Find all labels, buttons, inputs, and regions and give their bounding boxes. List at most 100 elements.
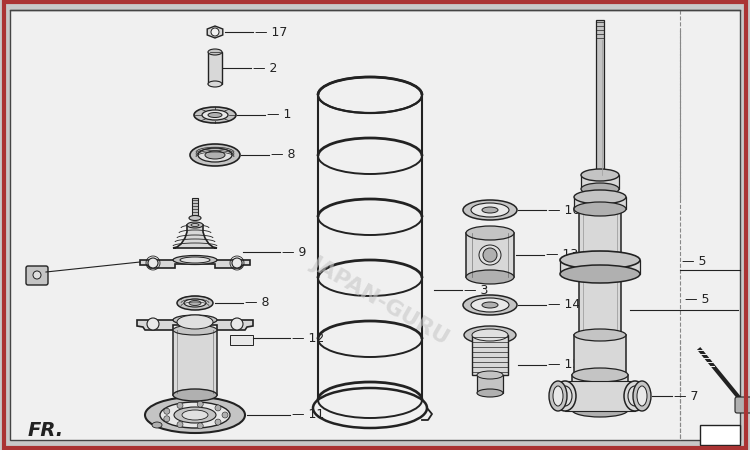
Ellipse shape [477,389,503,397]
Circle shape [232,258,242,268]
Ellipse shape [184,299,206,307]
Polygon shape [137,320,253,330]
Ellipse shape [581,169,619,181]
Ellipse shape [464,326,516,344]
Text: — 11: — 11 [292,409,324,422]
Ellipse shape [189,216,201,220]
FancyBboxPatch shape [735,397,750,413]
Text: — 3: — 3 [464,284,488,297]
Ellipse shape [560,251,640,269]
Ellipse shape [173,325,217,335]
Ellipse shape [471,203,509,217]
Bar [208,52,222,84]
Text: — 12: — 12 [292,332,324,345]
Ellipse shape [208,112,222,117]
Ellipse shape [633,381,651,411]
Ellipse shape [180,316,210,324]
Ellipse shape [198,148,232,162]
Text: — 2: — 2 [253,62,278,75]
Ellipse shape [472,329,508,341]
Ellipse shape [574,190,626,204]
Circle shape [215,419,221,425]
Ellipse shape [205,151,225,159]
Ellipse shape [624,381,646,411]
Bar [477,375,503,393]
Ellipse shape [191,224,199,226]
Bar [565,381,635,411]
Ellipse shape [187,222,203,228]
Bar [192,198,198,218]
Ellipse shape [180,257,210,263]
Circle shape [147,318,159,330]
Text: — 10: — 10 [548,203,580,216]
Polygon shape [173,225,217,248]
Circle shape [197,401,203,407]
Ellipse shape [477,371,503,379]
Ellipse shape [208,81,222,87]
Ellipse shape [574,329,626,341]
Polygon shape [207,26,223,38]
Text: — 8: — 8 [245,297,269,310]
Ellipse shape [560,265,640,283]
Ellipse shape [581,183,619,195]
Bar [560,260,640,274]
Bar [579,209,621,335]
Ellipse shape [145,397,245,433]
Ellipse shape [182,410,208,420]
Circle shape [197,423,203,429]
Ellipse shape [558,386,572,406]
Ellipse shape [463,295,517,315]
Circle shape [148,258,158,268]
Ellipse shape [152,422,162,428]
Circle shape [164,416,170,422]
Ellipse shape [482,302,498,308]
Text: — 8: — 8 [271,148,296,162]
Bar [574,335,626,375]
Bar [466,233,514,277]
Ellipse shape [628,386,642,406]
Ellipse shape [160,402,230,428]
Bar [572,375,628,410]
Polygon shape [230,335,253,345]
Ellipse shape [466,226,514,240]
Ellipse shape [549,381,567,411]
Text: — 15: — 15 [548,359,580,372]
Text: — 7: — 7 [674,390,698,402]
Text: — 14: — 14 [548,298,580,311]
Ellipse shape [579,204,621,214]
Ellipse shape [194,107,236,123]
Bar [700,425,740,445]
Text: — 9: — 9 [282,246,306,258]
Ellipse shape [189,301,201,306]
Circle shape [211,28,219,36]
Ellipse shape [173,315,217,325]
Ellipse shape [574,369,626,381]
Ellipse shape [553,386,563,406]
Bar [574,197,626,209]
Bar [173,330,217,395]
Bar [596,20,604,175]
Bar [581,175,619,189]
Bar [472,335,508,375]
Ellipse shape [466,270,514,284]
Ellipse shape [177,315,213,329]
Circle shape [483,248,497,262]
Ellipse shape [482,207,498,213]
Ellipse shape [572,368,628,382]
Ellipse shape [574,202,626,216]
Circle shape [33,271,41,279]
Text: — 13: — 13 [546,248,578,261]
Ellipse shape [479,245,501,265]
Ellipse shape [174,407,216,423]
Ellipse shape [579,330,621,340]
Ellipse shape [177,296,213,310]
Circle shape [177,402,183,409]
Text: S5H: S5H [704,430,724,440]
Text: FR.: FR. [28,420,64,440]
FancyBboxPatch shape [26,266,48,285]
Circle shape [215,405,221,411]
Ellipse shape [173,389,217,401]
Text: JAPAN-GURU: JAPAN-GURU [308,252,452,348]
Ellipse shape [463,200,517,220]
Circle shape [164,408,170,414]
